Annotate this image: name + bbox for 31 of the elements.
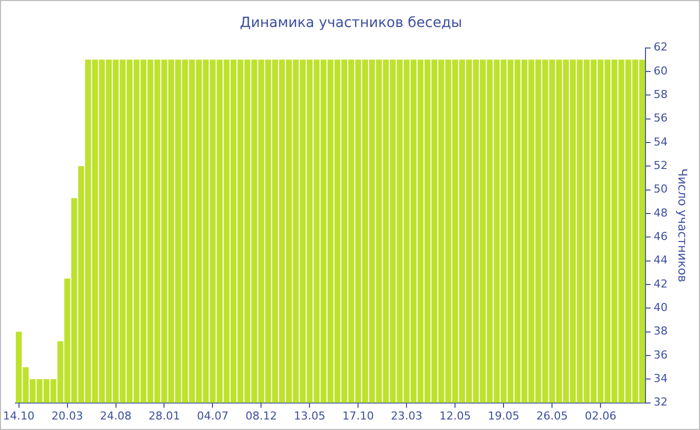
x-tick-label: 04.07 — [196, 409, 228, 422]
x-tick-label: 12.05 — [439, 409, 471, 422]
y-tick-label: 36 — [654, 348, 668, 362]
y-tick-label: 50 — [654, 182, 668, 196]
x-tick-label: 28.01 — [148, 409, 180, 422]
y-tick-label: 34 — [654, 372, 668, 385]
y-tick-label: 52 — [654, 158, 668, 172]
y-tick-label: 44 — [654, 254, 668, 267]
y-tick-label: 54 — [654, 135, 668, 148]
y-axis-title: Число участников — [676, 168, 690, 282]
x-tick-label: 26.05 — [536, 409, 568, 422]
y-tick-label: 58 — [654, 88, 668, 101]
y-tick-label: 38 — [654, 324, 668, 338]
x-tick-label: 24.08 — [100, 409, 132, 422]
chart-title: Динамика участников беседы — [240, 15, 462, 32]
x-tick-label: 08.12 — [245, 409, 277, 422]
x-tick-label: 02.06 — [584, 409, 616, 422]
y-tick-label: 56 — [654, 112, 668, 125]
x-tick-label: 17.10 — [342, 409, 374, 422]
y-tick-label: 40 — [654, 300, 668, 314]
y-tick-label: 32 — [654, 396, 668, 409]
x-tick-label: 13.05 — [294, 409, 326, 422]
y-tick-label: 46 — [654, 230, 668, 243]
y-tick-label: 42 — [654, 277, 668, 290]
x-tick-label: 14.10 — [3, 409, 35, 422]
y-tick-label: 48 — [654, 206, 668, 220]
x-tick-label: 20.03 — [52, 409, 84, 422]
x-tick-label: 23.03 — [390, 409, 422, 422]
x-tick-label: 19.05 — [488, 409, 520, 422]
y-tick-label: 62 — [654, 40, 668, 54]
y-tick-label: 60 — [654, 64, 668, 78]
